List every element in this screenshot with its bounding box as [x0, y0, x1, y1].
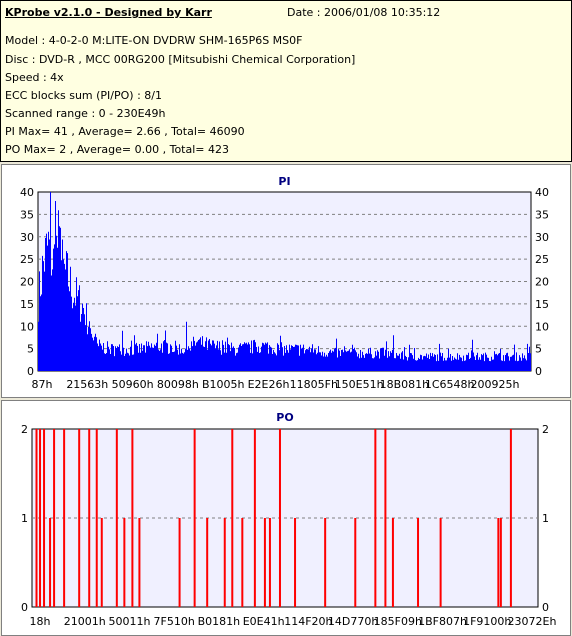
pi-stats-line: PI Max= 41 , Average= 2.66 , Total= 4609… [5, 125, 245, 138]
y-tick-label-right: 20 [535, 276, 549, 289]
y-tick-label-right: 30 [535, 231, 549, 244]
x-tick-label: E2E26h [248, 378, 290, 391]
pi-chart-panel: PI 0 0 5 5 10 10 15 15 20 20 25 25 30 30 35 35 40 40 87h 215… [1, 164, 571, 398]
x-tick-label: 87h [32, 378, 53, 391]
chart-title: PI [278, 175, 290, 188]
y-tick-label-right: 0 [535, 365, 542, 378]
x-tick-label: B0181h [198, 615, 241, 628]
y-tick-label-left: 25 [20, 253, 34, 266]
y-tick-label-left: 35 [20, 208, 34, 221]
x-tick-label: 1BF807h [418, 615, 467, 628]
x-tick-label: 50960h [112, 378, 154, 391]
y-tick-label-left: 40 [20, 186, 34, 199]
po-chart: PO 0 0 1 1 2 2 18h 21001h 50011h 7F510h B0181h E0E41… [21, 411, 557, 628]
pi-chart: PI 0 0 5 5 10 10 15 15 20 20 25 25 30 30 35 35 40 40 87h 215… [20, 175, 549, 391]
y-tick-label-right: 15 [535, 298, 549, 311]
y-tick-label-left: 10 [20, 320, 34, 333]
x-tick-label: 11805Fh [290, 378, 338, 391]
y-tick-label-right: 2 [542, 423, 549, 436]
y-tick-label-left: 30 [20, 231, 34, 244]
model-line: Model : 4-0-2-0 M:LITE-ON DVDRW SHM-165P… [5, 34, 303, 47]
app-title: KProbe v2.1.0 - Designed by Karr [5, 6, 212, 19]
y-tick-label-left: 1 [21, 512, 28, 525]
y-tick-label-right: 1 [542, 512, 549, 525]
y-tick-label-right: 0 [542, 601, 549, 614]
y-tick-label-left: 2 [21, 423, 28, 436]
x-tick-label: 114F20h [284, 615, 332, 628]
x-tick-label: 14D770h [328, 615, 378, 628]
y-tick-label-right: 40 [535, 186, 549, 199]
y-tick-label-right: 5 [535, 343, 542, 356]
x-tick-label: 7F510h [154, 615, 195, 628]
speed-line: Speed : 4x [5, 71, 64, 84]
x-tick-label: 1F9100h [463, 615, 511, 628]
x-tick-label: 18B081h [380, 378, 430, 391]
x-tick-label: 23072Eh [508, 615, 557, 628]
chart-title: PO [276, 411, 293, 424]
y-tick-label-left: 0 [21, 601, 28, 614]
y-tick-label-left: 20 [20, 276, 34, 289]
y-tick-label-right: 10 [535, 320, 549, 333]
range-line: Scanned range : 0 - 230E49h [5, 107, 166, 120]
x-tick-label: 185F09h [374, 615, 422, 628]
pi-bars [38, 192, 531, 371]
x-tick-label: 50011h [108, 615, 150, 628]
po-chart-panel: PO 0 0 1 1 2 2 18h 21001h 50011h 7F510h B0181h E0E41… [1, 400, 571, 636]
x-tick-label: 150E51h [335, 378, 384, 391]
x-tick-label: 18h [30, 615, 51, 628]
y-tick-label-right: 35 [535, 208, 549, 221]
disc-line: Disc : DVD-R , MCC 00RG200 [Mitsubishi C… [5, 53, 356, 66]
x-tick-label: 21001h [64, 615, 106, 628]
x-tick-label: 1C6548h [425, 378, 475, 391]
po-stats-line: PO Max= 2 , Average= 0.00 , Total= 423 [5, 143, 229, 156]
x-tick-label: 80098h [157, 378, 199, 391]
y-tick-label-right: 25 [535, 253, 549, 266]
x-tick-label: B1005h [202, 378, 245, 391]
scan-date: Date : 2006/01/08 10:35:12 [287, 6, 441, 19]
y-tick-label-left: 5 [27, 343, 34, 356]
x-tick-label: E0E41h [243, 615, 285, 628]
x-tick-label: 21563h [66, 378, 108, 391]
y-tick-label-left: 0 [27, 365, 34, 378]
y-tick-label-left: 15 [20, 298, 34, 311]
info-panel: KProbe v2.1.0 - Designed by Karr Date : … [0, 0, 572, 162]
ecc-line: ECC blocks sum (PI/PO) : 8/1 [5, 89, 162, 102]
x-tick-label: 200925h [471, 378, 520, 391]
